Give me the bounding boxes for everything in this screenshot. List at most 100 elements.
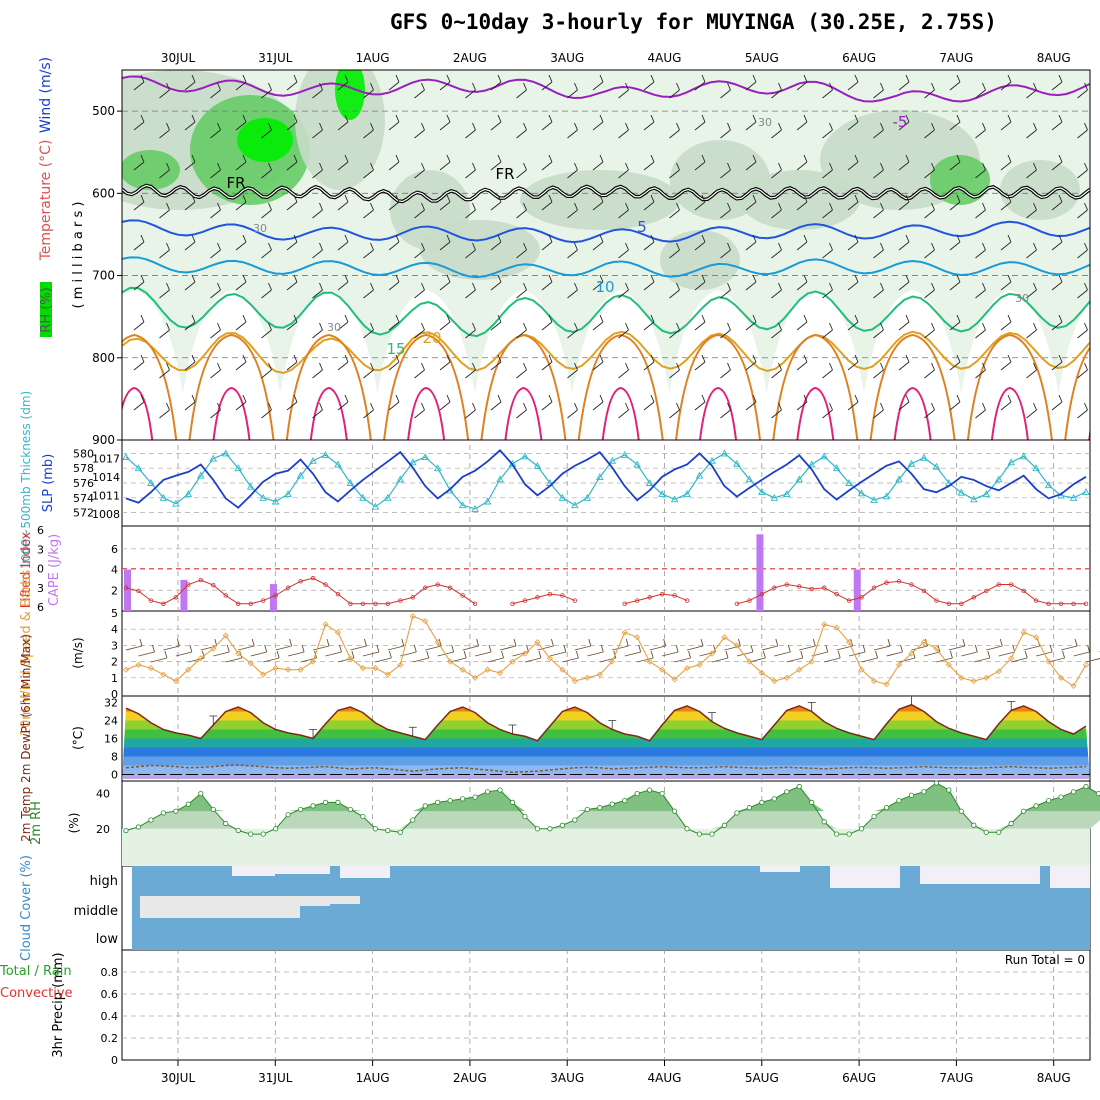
wind-barb	[592, 394, 604, 411]
wind-speed-point	[322, 621, 329, 628]
wind-speed-point	[372, 665, 379, 672]
li-point	[572, 598, 578, 603]
rh-shade	[660, 230, 740, 290]
wind-barb	[159, 322, 170, 339]
cloud-level-high: high	[90, 874, 118, 889]
wind-barb	[796, 394, 808, 411]
wind-barb	[388, 394, 400, 411]
wind-barb	[1077, 162, 1088, 179]
wind-barb	[184, 74, 196, 91]
rh-point	[372, 826, 378, 832]
surface-wind-barb	[150, 650, 168, 663]
wind-barb	[516, 122, 527, 139]
wind-barb	[898, 114, 910, 131]
wind-barb	[1000, 354, 1012, 371]
wind-barb	[822, 162, 833, 179]
wind-barb	[388, 274, 400, 291]
surface-wind-barb	[587, 644, 604, 657]
isotherm-25	[383, 333, 470, 440]
wind-speed-point	[122, 666, 130, 673]
thickness-point	[147, 479, 155, 486]
li-tick: 0	[37, 563, 44, 576]
wind-barb	[1077, 362, 1088, 379]
temp-band	[122, 756, 1090, 766]
cloud-gap-high	[760, 866, 800, 872]
wind-barb	[286, 354, 298, 371]
thickness-point	[982, 490, 991, 498]
wind-barb	[975, 362, 986, 379]
wind-barb	[592, 234, 604, 251]
wind-barb	[745, 194, 757, 211]
li-point	[684, 598, 690, 603]
rh-point	[971, 822, 977, 828]
temp-band	[122, 694, 1090, 703]
wind-speed-point	[272, 665, 279, 672]
cloud-gap-mid	[140, 896, 300, 918]
rh-point	[796, 783, 802, 790]
rh-point	[322, 799, 329, 805]
wind-barb	[592, 194, 604, 211]
wind-barb	[745, 394, 757, 411]
li-point	[186, 582, 191, 587]
wind-speed-point	[833, 624, 840, 631]
wind-barb	[184, 194, 196, 211]
isotherm-20	[122, 330, 1090, 374]
panel-frame-w10	[121, 610, 1091, 697]
temp-tick: 32	[104, 697, 118, 710]
wind-barb	[133, 354, 145, 371]
thickness-point	[870, 496, 878, 503]
wind-speed-point	[933, 645, 940, 652]
thickness-point	[483, 497, 492, 505]
wind-barb	[439, 394, 451, 411]
rh-point	[659, 790, 665, 797]
wind-speed-point	[708, 650, 716, 657]
wind-barb	[949, 274, 961, 291]
wind-speed-point	[422, 618, 429, 625]
wind-barb	[337, 194, 349, 211]
wind-barb	[567, 162, 578, 179]
wind-barb	[669, 242, 680, 259]
surface-wind-barb	[1073, 644, 1090, 657]
contour-label: 30	[253, 222, 267, 235]
li-tick: 6	[37, 601, 44, 614]
wind-speed-point	[172, 677, 179, 685]
wind-speed-point	[870, 677, 878, 685]
wind-barb	[643, 74, 655, 91]
temp-max-bar	[1007, 700, 1016, 711]
li-point	[472, 601, 478, 606]
wind-barb	[261, 402, 272, 419]
cape-bar	[124, 569, 131, 611]
rh-point	[360, 813, 366, 820]
wind-barb	[388, 354, 400, 371]
dry-lobe	[565, 290, 676, 440]
wind-barb	[1026, 82, 1037, 99]
wind-barb	[669, 162, 680, 179]
rh-point	[597, 805, 603, 811]
slp-line	[125, 449, 1087, 509]
li-point	[323, 582, 328, 587]
rh-point	[235, 827, 241, 834]
wind-barb	[720, 82, 731, 99]
isotherm-10	[122, 256, 1090, 279]
rh-point	[297, 806, 304, 813]
wind-barb	[796, 274, 808, 291]
wind-barb	[618, 362, 629, 379]
thickness-point	[296, 471, 305, 479]
rh-point	[834, 831, 840, 837]
li-point	[198, 577, 204, 583]
dry-lobe	[1052, 301, 1090, 440]
rh2m-label: 2m RH	[29, 801, 44, 845]
wind-barb	[363, 362, 374, 379]
wind-barb	[720, 322, 731, 339]
panel-frame-pr	[121, 949, 1091, 1061]
wind-barb	[771, 82, 782, 99]
wind-barb	[1000, 194, 1012, 211]
surface-wind-barb	[275, 638, 293, 651]
wind-barb	[541, 394, 553, 411]
wind-barb	[898, 194, 910, 211]
wind-barb	[541, 274, 553, 291]
wind-barb	[414, 282, 425, 299]
rh-shade	[520, 170, 680, 230]
temp-band	[122, 729, 1090, 739]
